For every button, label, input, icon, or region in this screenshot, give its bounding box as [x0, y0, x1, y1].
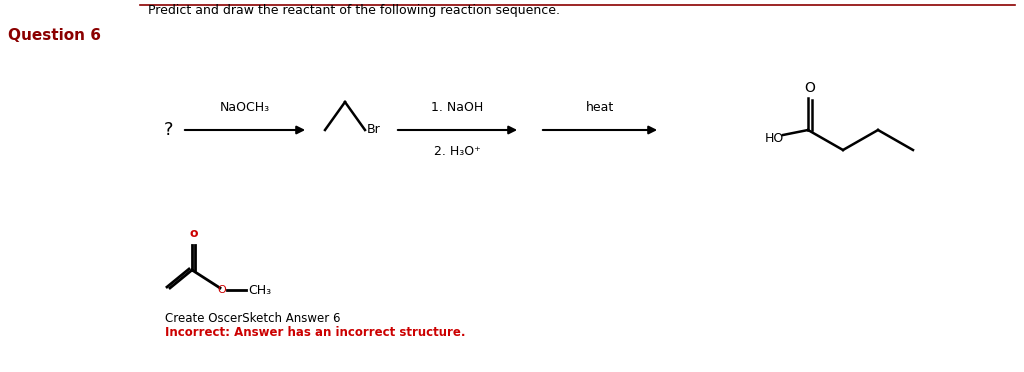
Text: O: O: [218, 285, 226, 295]
Text: 2. H₃O⁺: 2. H₃O⁺: [434, 145, 481, 158]
Text: NaOCH₃: NaOCH₃: [220, 101, 270, 114]
Text: Question 6: Question 6: [8, 28, 101, 43]
Text: 1. NaOH: 1. NaOH: [431, 101, 483, 114]
Text: Create OscerSketch Answer 6: Create OscerSketch Answer 6: [165, 312, 341, 325]
Text: O: O: [804, 81, 815, 95]
Text: heat: heat: [586, 101, 614, 114]
Text: Predict and draw the reactant of the following reaction sequence.: Predict and draw the reactant of the fol…: [148, 4, 560, 17]
Text: Incorrect: Answer has an incorrect structure.: Incorrect: Answer has an incorrect struc…: [165, 326, 466, 339]
Text: HO: HO: [765, 131, 784, 144]
Text: o: o: [189, 227, 198, 240]
Text: CH₃: CH₃: [248, 283, 271, 296]
Text: Br: Br: [367, 122, 381, 135]
Text: ?: ?: [163, 121, 173, 139]
